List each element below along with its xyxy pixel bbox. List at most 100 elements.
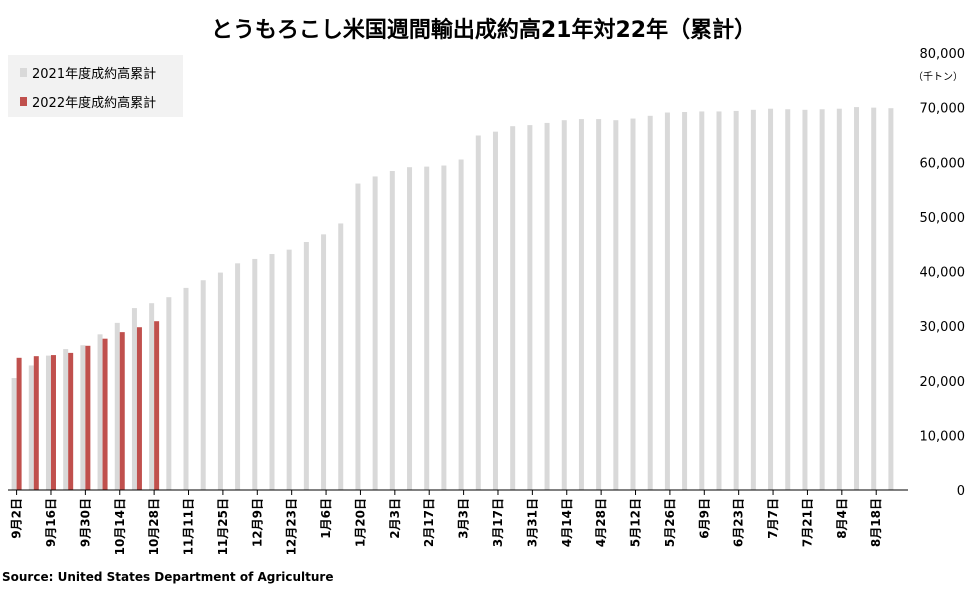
bar-2021-36 [630, 118, 636, 491]
x-tick-label: 5月26日 [663, 498, 677, 547]
bar-2021-18 [321, 234, 327, 490]
bar-2021-24 [424, 166, 430, 490]
x-tick-label: 9月16日 [44, 498, 58, 547]
bar-2021-4 [80, 345, 86, 490]
y-tick-label: 20,000 [920, 375, 966, 390]
bar-2021-39 [682, 112, 688, 490]
bar-2022-8 [154, 321, 160, 490]
y-tick-label: 0 [957, 484, 965, 499]
bar-2021-43 [750, 109, 756, 490]
x-tick-label: 5月12日 [629, 498, 643, 547]
bar-2022-5 [102, 338, 108, 490]
legend-swatch-2021 [20, 68, 27, 77]
bar-2021-11 [200, 280, 206, 490]
bar-2021-33 [578, 119, 584, 490]
bar-2021-49 [854, 107, 860, 490]
bar-2022-1 [33, 356, 39, 490]
source-note: Source: United States Department of Agri… [2, 570, 334, 584]
bar-2021-3 [63, 349, 69, 490]
y-tick-label: 50,000 [920, 211, 966, 226]
chart-plot: 9月2日 9月16日 9月30日 10月14日 10月28日 11月11日 11月25日 12… [8, 47, 966, 555]
bar-2021-31 [544, 122, 550, 491]
bar-2021-50 [871, 107, 877, 491]
bar-2021-25 [441, 165, 447, 490]
x-tick-label: 9月30日 [78, 498, 92, 547]
bars-group [11, 107, 894, 491]
legend: 2021年度成約高累計 2022年度成約高累計 [8, 55, 183, 117]
bar-2022-3 [68, 352, 74, 490]
x-ticks-group: 9月2日 9月16日 9月30日 10月14日 10月28日 11月11日 11月25日 12… [10, 490, 883, 555]
bar-2021-44 [768, 108, 774, 490]
bar-2021-51 [888, 108, 894, 491]
bar-2022-4 [85, 345, 91, 490]
bar-2021-26 [458, 159, 464, 490]
bar-2021-7 [131, 308, 137, 490]
bar-2021-20 [355, 183, 361, 491]
bar-2021-47 [819, 109, 825, 490]
bar-2021-6 [114, 322, 120, 490]
bar-2021-12 [217, 272, 223, 490]
bar-2021-23 [407, 167, 413, 491]
x-tick-label: 9月2日 [10, 498, 24, 539]
legend-label-2021: 2021年度成約高累計 [32, 67, 157, 82]
bar-2021-41 [716, 111, 722, 490]
y-tick-label: 30,000 [920, 320, 966, 335]
y-tick-label: 80,000 [920, 47, 966, 62]
bar-2021-22 [389, 170, 395, 491]
x-tick-label: 1月20日 [353, 498, 367, 547]
x-tick-label: 8月18日 [869, 498, 883, 547]
bar-2021-30 [527, 125, 533, 491]
bar-2021-15 [269, 254, 275, 490]
bar-2021-10 [183, 287, 189, 490]
bar-2021-8 [149, 303, 155, 490]
x-tick-label: 11月11日 [182, 498, 196, 555]
bar-2021-48 [836, 108, 842, 490]
x-tick-label: 12月23日 [285, 498, 299, 555]
bar-2021-32 [561, 120, 567, 490]
x-tick-label: 3月17日 [491, 498, 505, 547]
y-tick-label: 70,000 [920, 102, 966, 117]
bar-2021-42 [733, 110, 739, 491]
x-tick-label: 7月7日 [766, 498, 780, 539]
x-tick-label: 1月6日 [319, 498, 333, 539]
x-tick-label: 2月17日 [422, 498, 436, 547]
bar-2021-35 [613, 120, 619, 490]
bar-2021-21 [372, 176, 378, 490]
bar-2021-0 [11, 378, 17, 490]
legend-item-2022: 2022年度成約高累計 [20, 92, 156, 111]
bar-2021-46 [802, 109, 808, 490]
bar-2022-6 [119, 332, 125, 490]
bar-2021-40 [699, 111, 705, 490]
bar-2022-0 [16, 357, 22, 490]
bar-2021-37 [647, 115, 653, 490]
bar-2022-7 [136, 327, 142, 490]
x-tick-label: 4月14日 [560, 498, 574, 547]
x-tick-label: 6月23日 [732, 498, 746, 547]
bar-2021-1 [28, 365, 34, 490]
legend-swatch-2022 [20, 97, 27, 106]
bar-2021-2 [45, 355, 51, 490]
bar-2021-45 [785, 109, 791, 490]
bar-2021-34 [596, 119, 602, 490]
x-tick-label: 3月3日 [457, 498, 471, 539]
x-tick-label: 8月4日 [835, 498, 849, 539]
y-labels-group: 0 10,000 20,000 30,000 40,000 50,000 60,000 70,… [920, 47, 966, 499]
bar-2022-2 [50, 355, 56, 490]
x-tick-label: 10月14日 [113, 498, 127, 555]
bar-2021-29 [510, 126, 516, 490]
chart-title: とうもろこし米国週間輸出成約高21年対22年（累計） [210, 18, 757, 43]
y-tick-label: 10,000 [920, 429, 966, 444]
bar-2021-5 [97, 334, 103, 490]
x-tick-label: 6月9日 [697, 498, 711, 539]
bar-2021-13 [235, 263, 241, 490]
x-tick-label: 3月31日 [525, 498, 539, 547]
bar-2021-27 [475, 135, 481, 491]
bar-2021-14 [252, 258, 258, 490]
bar-2021-16 [286, 249, 292, 490]
y-tick-label: 60,000 [920, 156, 966, 171]
y-tick-label: 40,000 [920, 266, 966, 281]
bar-2021-19 [338, 223, 344, 490]
bar-2021-9 [166, 297, 172, 490]
bar-2021-28 [492, 131, 498, 490]
legend-label-2022: 2022年度成約高累計 [32, 96, 157, 111]
